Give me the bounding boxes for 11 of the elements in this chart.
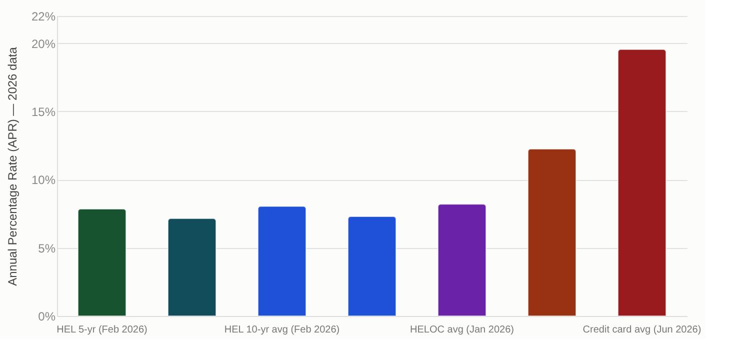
- y-axis-title: Annual Percentage Rate (APR) — 2026 data: [5, 46, 20, 286]
- x-tick-label: HEL 5-yr (Feb 2026): [56, 324, 148, 336]
- y-tick-label: 22%: [31, 10, 56, 24]
- x-tick-label: HEL 10-yr avg (Feb 2026): [224, 324, 340, 336]
- x-tick-label: HELOC avg (Jan 2026): [410, 324, 514, 336]
- y-tick-label: 20%: [31, 36, 56, 51]
- y-tick-label: 15%: [31, 104, 56, 119]
- y-tick-label: 10%: [31, 173, 56, 188]
- x-tick-label: Credit card avg (Jun 2026): [582, 324, 702, 336]
- y-tick-label: 5%: [38, 241, 56, 256]
- y-tick-label: 0%: [38, 310, 56, 324]
